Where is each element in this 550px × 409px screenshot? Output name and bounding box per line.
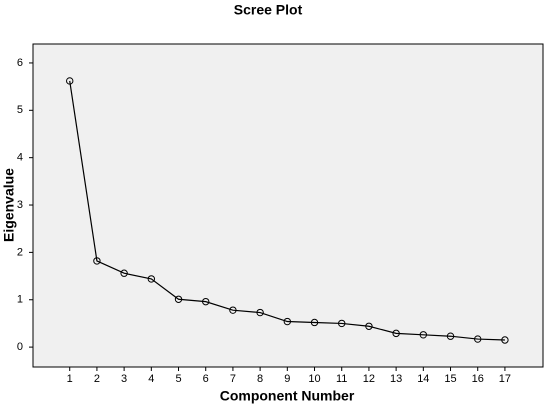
y-tick-label: 0 bbox=[17, 341, 23, 353]
y-tick-label: 5 bbox=[17, 104, 23, 116]
x-tick-label: 13 bbox=[390, 373, 402, 385]
x-tick-label: 3 bbox=[121, 373, 127, 385]
marker bbox=[120, 269, 128, 277]
marker bbox=[365, 322, 373, 330]
x-tick-label: 16 bbox=[472, 373, 484, 385]
x-tick-label: 14 bbox=[417, 373, 429, 385]
y-axis-label: Eigenvalue bbox=[1, 168, 17, 242]
x-tick-label: 10 bbox=[308, 373, 320, 385]
x-tick-label: 2 bbox=[94, 373, 100, 385]
marker bbox=[419, 331, 428, 339]
marker bbox=[256, 308, 264, 317]
x-tick-label: 11 bbox=[336, 373, 347, 385]
line bbox=[69, 80, 505, 341]
x-tick-label: 8 bbox=[257, 373, 263, 385]
y-tick-label: 6 bbox=[17, 57, 23, 69]
plot-area bbox=[32, 43, 544, 368]
y-tick-label: 2 bbox=[17, 246, 23, 258]
x-tick-label: 1 bbox=[67, 373, 73, 385]
x-tick-label: 9 bbox=[284, 373, 290, 385]
marker bbox=[310, 318, 319, 327]
marker bbox=[501, 336, 509, 344]
marker bbox=[93, 257, 101, 265]
x-axis-label: Component Number bbox=[220, 388, 355, 404]
marker bbox=[392, 329, 400, 338]
marker bbox=[283, 317, 292, 326]
x-tick-label: 6 bbox=[203, 373, 209, 385]
marker bbox=[174, 295, 183, 303]
marker bbox=[66, 77, 74, 85]
marker bbox=[147, 275, 156, 283]
y-tick-label: 1 bbox=[17, 294, 23, 306]
marker bbox=[202, 297, 210, 306]
marker bbox=[229, 306, 237, 314]
x-tick-label: 5 bbox=[175, 373, 181, 385]
marker bbox=[474, 335, 482, 343]
x-tick-label: 17 bbox=[499, 373, 511, 385]
y-tick-label: 4 bbox=[17, 152, 23, 164]
x-tick-label: 7 bbox=[230, 373, 236, 385]
x-tick-label: 15 bbox=[444, 373, 456, 385]
chart-title: Scree Plot bbox=[234, 2, 303, 18]
x-tick-label: 4 bbox=[148, 373, 154, 385]
x-tick-label: 12 bbox=[363, 373, 375, 385]
y-tick-label: 3 bbox=[17, 199, 23, 211]
marker bbox=[446, 332, 455, 340]
marker bbox=[338, 319, 346, 328]
